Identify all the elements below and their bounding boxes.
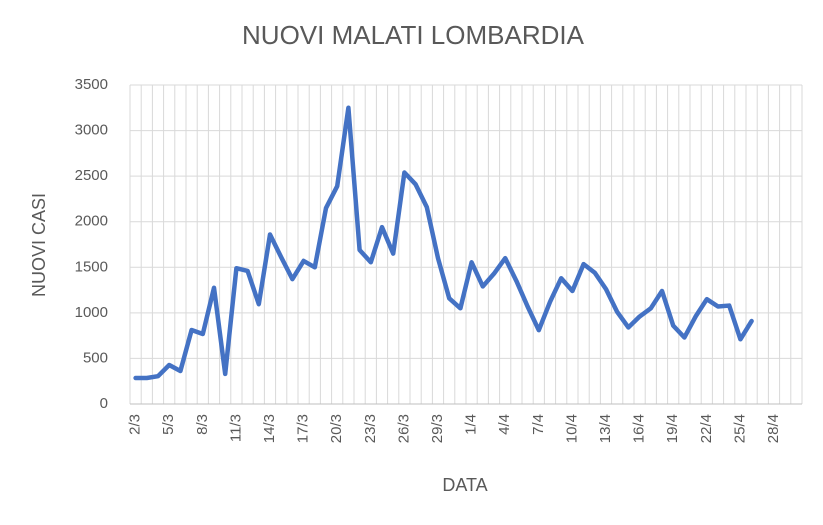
y-tick-label: 1500 <box>75 258 108 275</box>
x-tick-label: 17/3 <box>295 414 312 443</box>
x-tick-label: 2/3 <box>127 414 144 435</box>
x-tick-label: 19/4 <box>664 414 681 443</box>
y-tick-label: 1000 <box>75 304 108 321</box>
x-tick-label: 13/4 <box>597 414 614 443</box>
x-tick-label: 20/3 <box>328 414 345 443</box>
x-tick-label: 14/3 <box>261 414 278 443</box>
x-tick-label: 16/4 <box>631 414 648 443</box>
x-tick-label: 22/4 <box>698 414 715 443</box>
x-tick-label: 7/4 <box>530 414 547 435</box>
chart-title: NUOVI MALATI LOMBARDIA <box>242 20 585 50</box>
y-tick-label: 3500 <box>75 76 108 93</box>
x-tick-label: 10/4 <box>563 414 580 443</box>
x-tick-label: 8/3 <box>194 414 211 435</box>
x-tick-label: 4/4 <box>496 414 513 435</box>
x-tick-label: 29/3 <box>429 414 446 443</box>
x-tick-label: 25/4 <box>731 414 748 443</box>
y-tick-label: 2000 <box>75 213 108 230</box>
y-tick-label: 0 <box>100 395 108 412</box>
x-tick-label: 1/4 <box>463 414 480 435</box>
data-line <box>133 105 754 381</box>
y-axis-label: NUOVI CASI <box>29 193 49 297</box>
x-tick-label: 23/3 <box>362 414 379 443</box>
y-tick-label: 3000 <box>75 122 108 139</box>
y-tick-label: 500 <box>83 349 108 366</box>
x-tick-label: 11/3 <box>227 414 244 442</box>
x-tick-label: 28/4 <box>765 414 782 443</box>
x-tick-label: 5/3 <box>160 414 177 435</box>
x-axis-label: DATA <box>442 475 487 495</box>
y-tick-label: 2500 <box>75 167 108 184</box>
x-tick-label: 26/3 <box>395 414 412 443</box>
